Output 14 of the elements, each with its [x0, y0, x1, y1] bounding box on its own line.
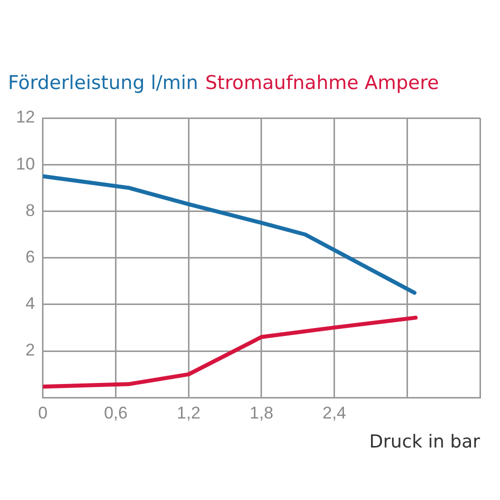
x-tick-label: 2,4 — [322, 403, 346, 422]
y-tick-label: 4 — [25, 294, 35, 314]
text: Förderleistung l/min — [8, 72, 198, 94]
y-tick-label: 2 — [25, 340, 35, 360]
x-tick-label: 1,2 — [176, 403, 200, 422]
x-tick-label: 0 — [38, 403, 48, 422]
x-tick-label: 0,6 — [104, 403, 128, 422]
y-tick-label: 8 — [25, 200, 35, 220]
y-tick-label: 10 — [16, 154, 35, 174]
y-tick-label: 6 — [25, 247, 35, 266]
x-tick-label: 1,8 — [250, 403, 274, 422]
y-tick-label: 12 — [16, 108, 35, 127]
x-axis-title: Druck in bar — [369, 432, 481, 453]
text: Stromaufnahme Ampere — [205, 72, 439, 94]
